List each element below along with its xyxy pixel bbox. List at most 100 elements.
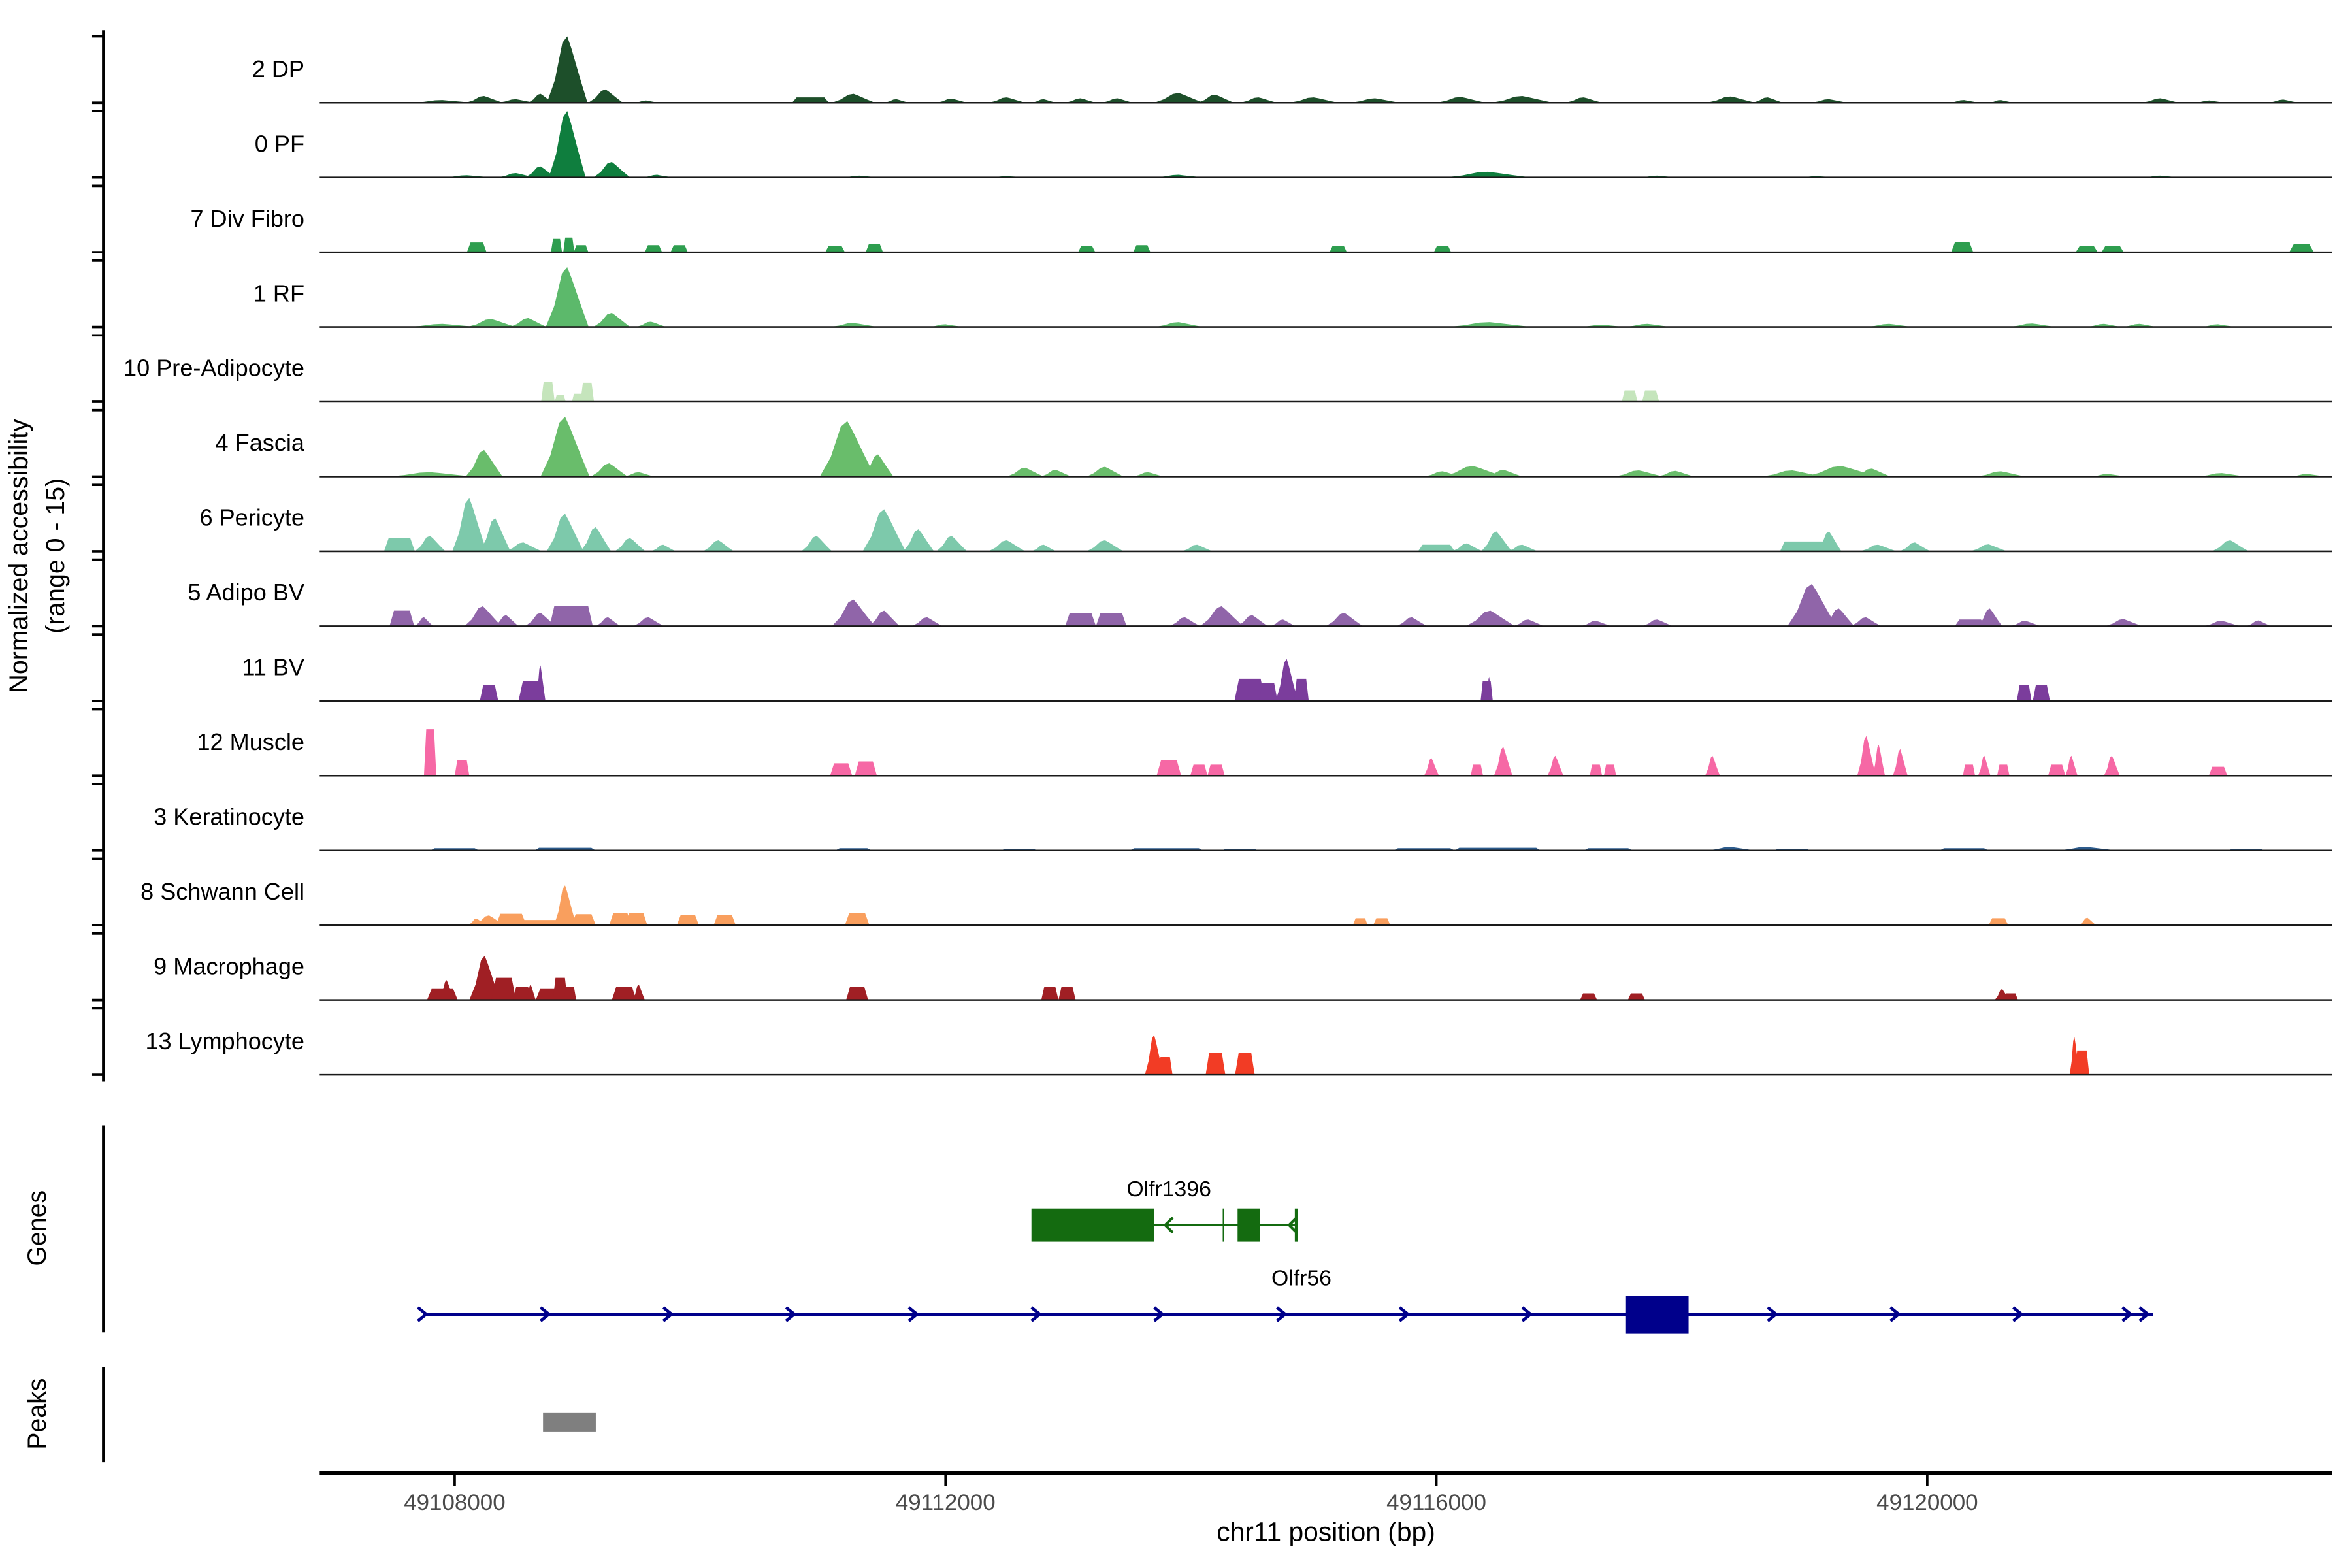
track-row: 2 DP [252, 36, 2332, 104]
signal-peak [1240, 97, 1277, 103]
strand-arrow-left-icon [1287, 1217, 1298, 1234]
signal-peak [846, 987, 868, 1000]
signal-peak [1859, 544, 1897, 551]
signal-peak [551, 238, 563, 253]
track-signal [405, 267, 2237, 327]
signal-peak [2101, 245, 2124, 253]
signal-peak [549, 606, 593, 627]
strand-arrow-right-icon [1275, 1306, 1288, 1322]
signal-peak [596, 617, 621, 627]
signal-peak [903, 529, 934, 551]
signal-peak [452, 498, 487, 551]
track-label: 12 Muscle [197, 728, 304, 755]
x-tick-label: 49116000 [1386, 1490, 1486, 1515]
signal-peak [549, 110, 586, 178]
signal-peak [480, 685, 498, 701]
peaks-layer [543, 1412, 596, 1432]
signal-peak [1207, 764, 1225, 776]
signal-peak [2056, 847, 2117, 851]
called-peak-region [543, 1412, 596, 1432]
track-row: 0 PF [255, 110, 2332, 178]
strand-arrow-right-icon [540, 1306, 551, 1322]
signal-peak [464, 606, 502, 627]
signal-peak [936, 536, 968, 551]
signal-peak [1275, 659, 1298, 701]
track-row: 8 Schwann Cell [140, 878, 2332, 926]
signal-peak [2289, 244, 2314, 253]
signal-peak [2104, 755, 2120, 776]
x-axis-title: chr11 position (bp) [1217, 1517, 1435, 1547]
track-row: 1 RF [253, 267, 2332, 328]
signal-peak [911, 617, 943, 627]
signal-peak [1445, 171, 1531, 178]
signal-peak [466, 319, 516, 327]
signal-peak [547, 36, 588, 103]
signal-peak [1951, 241, 1974, 253]
signal-peak [1512, 619, 1544, 627]
track-signal [467, 885, 2097, 926]
signal-peak [564, 987, 576, 1000]
signal-peak [1330, 245, 1347, 253]
signal-peak [1158, 1057, 1173, 1075]
signal-peak [546, 267, 589, 327]
track-signal [423, 729, 2228, 776]
signal-peak [480, 518, 511, 551]
signal-peak [1507, 544, 1538, 551]
track-row: 9 Macrophage [154, 953, 2332, 1001]
signal-peak [1603, 764, 1616, 776]
genes-section-label: Genes [23, 1190, 52, 1266]
track-label: 5 Adipo BV [188, 579, 304, 606]
track-label: 11 BV [242, 654, 304, 681]
gene-label: Olfr56 [1271, 1267, 1331, 1291]
signal-peak [1614, 470, 1664, 477]
signal-peak [465, 96, 503, 103]
signal-peak [1706, 847, 1756, 851]
signal-peak [414, 617, 434, 627]
signal-peak [1622, 390, 1638, 402]
signal-peak [389, 610, 415, 627]
signal-peak [1752, 97, 1784, 103]
signal-peak [1978, 755, 1991, 776]
signal-peak [571, 914, 596, 926]
signal-peak [819, 421, 875, 477]
track-label: 6 Pericyte [199, 504, 304, 531]
strand-arrow-right-icon [2012, 1306, 2024, 1322]
strand-arrow-right-icon [907, 1306, 920, 1322]
signal-peak [828, 323, 878, 327]
signal-peak [832, 599, 875, 627]
gene-exon [1237, 1208, 1260, 1242]
signal-peak [1787, 583, 1837, 627]
signal-peak [1976, 471, 2026, 477]
signal-peak [2003, 993, 2018, 1000]
signal-peak [2246, 620, 2271, 627]
signal-peak [845, 913, 870, 926]
signal-peak [1471, 764, 1483, 776]
signal-peak [862, 454, 894, 477]
signal-peak [580, 527, 612, 551]
signal-peak [801, 536, 832, 551]
signal-peak [2016, 685, 2032, 701]
signal-peak [1132, 472, 1164, 477]
signal-peak [1058, 987, 1076, 1000]
signal-peak [580, 382, 595, 402]
signal-peak [1102, 98, 1133, 103]
x-axis: 49108000 49112000 49116000 49120000 [319, 1471, 2332, 1515]
signal-peak [615, 538, 645, 551]
signal-peak [612, 987, 636, 1000]
signal-peak [2076, 246, 2098, 253]
gene-exon [1031, 1208, 1154, 1242]
signal-peak [1485, 470, 1523, 477]
signal-peak [1970, 544, 2007, 551]
signal-peak [866, 244, 883, 253]
signal-peak [591, 463, 628, 477]
signal-peak [645, 245, 662, 253]
x-tick-label: 49108000 [404, 1490, 505, 1515]
signal-peak [1547, 755, 1564, 776]
signal-peak [474, 915, 504, 926]
signal-peak [1893, 749, 1908, 776]
signal-peak [387, 472, 474, 477]
signal-peak [1899, 542, 1931, 551]
signal-peak [2033, 685, 2050, 701]
track-signal [389, 583, 2271, 627]
